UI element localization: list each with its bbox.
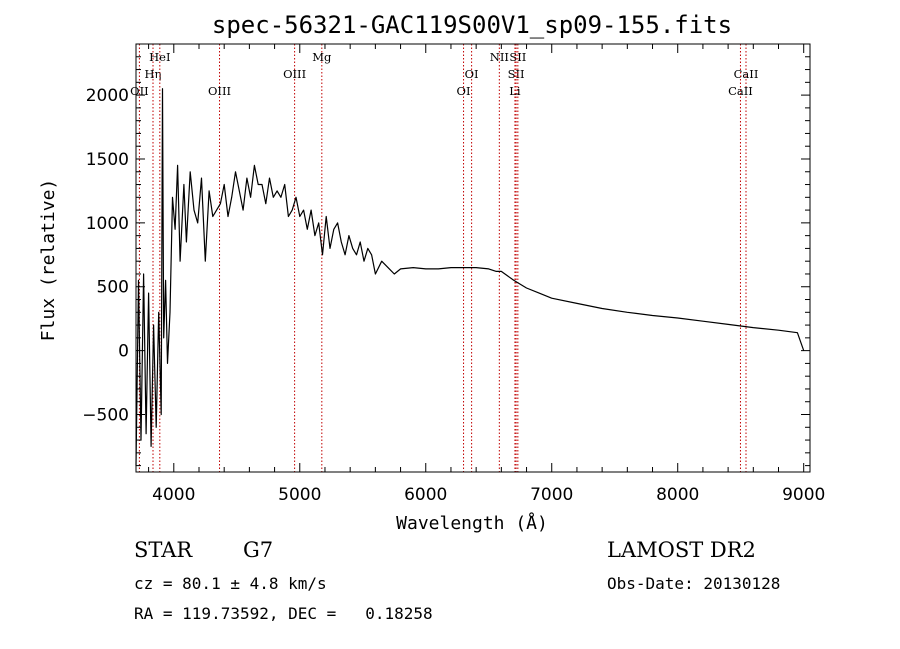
- y-tick-label-1: 0: [118, 342, 129, 362]
- plot-axes: 4000 5000 6000 7000 8000 9000 −500 0 500 1000 1500…: [82, 43, 825, 505]
- line-marker-label-4: OIII: [283, 67, 306, 81]
- y-tick-label-0: −500: [82, 406, 129, 426]
- chart-title: spec-56321-GAC119S00V1_sp09-155.fits: [212, 11, 732, 39]
- y-tick-label-3: 1000: [86, 214, 129, 234]
- x-tick-label-3: 7000: [530, 485, 573, 505]
- plot-frame: [135, 43, 811, 473]
- spectrum-line-0: [135, 88, 805, 466]
- y-tick-label-5: 2000: [86, 86, 129, 106]
- x-tick-label-0: 4000: [152, 485, 195, 505]
- survey-name: LAMOST DR2: [607, 538, 756, 562]
- line-marker-label-8: NII: [490, 50, 509, 64]
- y-tick-label-4: 1500: [86, 150, 129, 170]
- coordinates-text: RA = 119.73592, DEC = 0.18258: [134, 604, 433, 623]
- line-marker-label-5: Mg: [312, 50, 332, 64]
- x-axis-label: Wavelength (Å): [396, 512, 548, 534]
- spectrum-series: [135, 88, 805, 466]
- line-marker-label-11: Li: [509, 84, 521, 98]
- obs-date-text: Obs-Date: 20130128: [607, 574, 781, 593]
- line-marker-label-10: SII: [509, 50, 526, 64]
- line-marker-label-6: OI: [457, 84, 471, 98]
- object-subclass: G7: [243, 538, 274, 562]
- y-axis-label: Flux (relative): [38, 179, 59, 342]
- line-marker-label-13: CaII: [728, 84, 753, 98]
- line-marker-label-2: HeI: [149, 50, 170, 64]
- x-tick-label-2: 6000: [404, 485, 447, 505]
- line-markers: HηOIIHeIOIIIOIIIMgOIOINIISIISIILiCaIICaI…: [130, 44, 758, 472]
- x-tick-label-4: 8000: [656, 485, 699, 505]
- y-tick-label-2: 500: [97, 278, 129, 298]
- line-marker-label-12: CaII: [734, 67, 759, 81]
- line-marker-label-3: OIII: [208, 84, 231, 98]
- object-class: STAR: [134, 538, 193, 562]
- line-marker-label-0: Hη: [145, 67, 162, 81]
- x-tick-label-5: 9000: [782, 485, 825, 505]
- line-marker-label-7: OI: [465, 67, 479, 81]
- line-marker-label-1: OII: [130, 84, 149, 98]
- x-tick-label-1: 5000: [278, 485, 321, 505]
- redshift-text: cz = 80.1 ± 4.8 km/s: [134, 574, 327, 593]
- line-marker-label-9: SII: [508, 67, 525, 81]
